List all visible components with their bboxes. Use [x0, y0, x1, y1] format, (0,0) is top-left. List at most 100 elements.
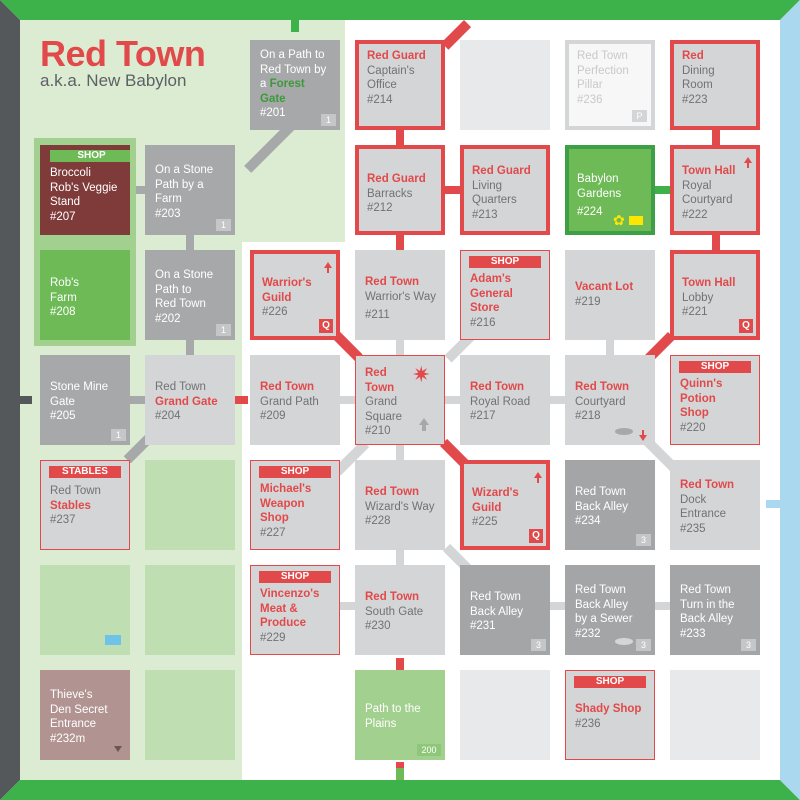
room-stone-mine-gate[interactable]: Stone Mine Gate #205 1	[40, 355, 130, 445]
room-veggie-stand[interactable]: SHOP Broccoli Rob's Veggie Stand #207	[40, 145, 130, 235]
room-thieves-den[interactable]: Thieve's Den Secret Entrance #232m	[40, 670, 130, 760]
area-badge: 1	[216, 219, 231, 231]
path	[396, 230, 404, 252]
field	[40, 565, 130, 655]
up-arrow-stem	[422, 425, 426, 431]
room-stone-path-farm[interactable]: On a Stone Path by a Farm #203 1	[145, 145, 235, 235]
manhole-icon[interactable]	[615, 638, 633, 645]
quest-badge[interactable]: Q	[319, 319, 333, 333]
area-badge: 3	[636, 639, 651, 651]
path	[548, 602, 568, 610]
treasure-chest-icon	[105, 635, 121, 645]
room-general-store[interactable]: SHOP Adam's General Store #216	[460, 250, 550, 340]
path	[654, 186, 670, 194]
room-forest-gate-path[interactable]: On a Path to Red Town by a Forest Gate #…	[250, 40, 340, 130]
area-badge: 200	[417, 744, 441, 756]
room-vacant-lot[interactable]: Vacant Lot #219	[565, 250, 655, 340]
room-town-hall-lobby[interactable]: Town Hall Lobby #221 Q	[670, 250, 760, 340]
path	[548, 396, 568, 404]
area-badge: 1	[111, 429, 126, 441]
shop-tag: SHOP	[50, 150, 130, 162]
room-courtyard[interactable]: Red Town Courtyard #218	[565, 355, 655, 445]
west-exit[interactable]	[20, 396, 32, 404]
room-wizards-guild[interactable]: Wizard's Guild #225 Q	[460, 460, 550, 550]
room-grand-path[interactable]: Red Town Grand Path #209	[250, 355, 340, 445]
path	[396, 126, 404, 148]
map-subtitle: a.k.a. New Babylon	[40, 71, 187, 90]
room-turn-back-alley[interactable]: Red Town Turn in the Back Alley #233 3	[670, 565, 760, 655]
room-grand-gate[interactable]: Red Town Grand Gate #204	[145, 355, 235, 445]
field	[145, 460, 235, 550]
path	[654, 602, 670, 610]
flower-icon: ✿	[613, 212, 625, 228]
up-arrow-icon[interactable]	[534, 472, 542, 483]
path	[234, 396, 248, 404]
room-back-alley-231[interactable]: Red Town Back Alley #231 3	[460, 565, 550, 655]
compass-star-icon: ✷	[412, 362, 431, 387]
room-perfection-pillar[interactable]: Red Town Perfection Pillar #236 P	[565, 40, 655, 130]
room-dining-room[interactable]: Red Dining Room #223	[670, 40, 760, 130]
path	[396, 762, 404, 768]
area-badge: 3	[636, 534, 651, 546]
empty-lot	[460, 40, 550, 130]
down-arrow-icon[interactable]	[639, 430, 647, 441]
path	[712, 230, 720, 252]
area-badge: 1	[216, 324, 231, 336]
room-path-plains[interactable]: Path to the Plains 200	[355, 670, 445, 760]
room-stables[interactable]: STABLES Red Town Stables #237	[40, 460, 130, 550]
room-babylon-gardens[interactable]: Babylon Gardens #224 ✿	[565, 145, 655, 235]
room-royal-courtyard[interactable]: Town Hall Royal Courtyard #222	[670, 145, 760, 235]
room-stone-path-town[interactable]: On a Stone Path to Red Town #202 1	[145, 250, 235, 340]
up-arrow-icon[interactable]	[324, 262, 332, 273]
room-grand-square[interactable]: Red Town Grand Square #210 ✷	[355, 355, 445, 445]
room-back-alley-sewer[interactable]: Red Town Back Alley by a Sewer #232 3	[565, 565, 655, 655]
room-living-quarters[interactable]: Red Guard Living Quarters #213	[460, 145, 550, 235]
down-arrow-icon[interactable]	[114, 746, 122, 752]
up-arrow-icon[interactable]	[419, 418, 429, 425]
path	[340, 396, 356, 404]
west-border	[0, 0, 20, 800]
path	[396, 550, 404, 570]
path	[396, 658, 404, 670]
room-dock-entrance[interactable]: Red Town Dock Entrance #235	[670, 460, 760, 550]
path	[396, 444, 404, 466]
room-wizards-way[interactable]: Red Town Wizard's Way #228	[355, 460, 445, 550]
manhole-icon[interactable]	[615, 428, 633, 435]
room-warriors-way[interactable]: Red Town Warrior's Way #211	[355, 250, 445, 340]
up-arrow-icon[interactable]	[744, 157, 752, 168]
shop-tag: SHOP	[259, 571, 331, 583]
room-back-alley-234[interactable]: Red Town Back Alley #234 3	[565, 460, 655, 550]
room-barracks[interactable]: Red Guard Barracks #212	[355, 145, 445, 235]
treasure-chest-icon	[629, 216, 643, 225]
empty-lot	[670, 670, 760, 760]
shop-tag: SHOP	[259, 466, 331, 478]
shop-tag: SHOP	[574, 676, 646, 688]
room-meat-produce[interactable]: SHOP Vincenzo's Meat & Produce #229	[250, 565, 340, 655]
room-potion-shop[interactable]: SHOP Quinn's Potion Shop #220	[670, 355, 760, 445]
room-shady-shop[interactable]: SHOP Shady Shop #236	[565, 670, 655, 760]
room-royal-road[interactable]: Red Town Royal Road #217	[460, 355, 550, 445]
room-south-gate[interactable]: Red Town South Gate #230	[355, 565, 445, 655]
room-robs-farm[interactable]: Rob's Farm #208	[40, 250, 130, 340]
path	[339, 602, 355, 610]
area-badge: 3	[741, 639, 756, 651]
path	[444, 396, 464, 404]
quest-badge[interactable]: Q	[739, 319, 753, 333]
empty-lot	[460, 670, 550, 760]
room-warriors-guild[interactable]: Warrior's Guild #226 Q	[250, 250, 340, 340]
path	[130, 186, 146, 194]
north-exit[interactable]	[291, 20, 299, 32]
path	[712, 126, 720, 148]
room-captains-office[interactable]: Red Guard Captain's Office #214	[355, 40, 445, 130]
east-exit[interactable]	[766, 500, 780, 508]
shop-tag: SHOP	[469, 256, 541, 268]
north-border	[0, 0, 800, 20]
room-weapon-shop[interactable]: SHOP Michael's Weapon Shop #227	[250, 460, 340, 550]
path	[130, 396, 146, 404]
south-exit[interactable]	[396, 766, 404, 780]
quest-badge[interactable]: Q	[529, 529, 543, 543]
map-title: Red Town	[40, 33, 206, 74]
east-border	[780, 0, 800, 800]
path	[396, 336, 404, 356]
